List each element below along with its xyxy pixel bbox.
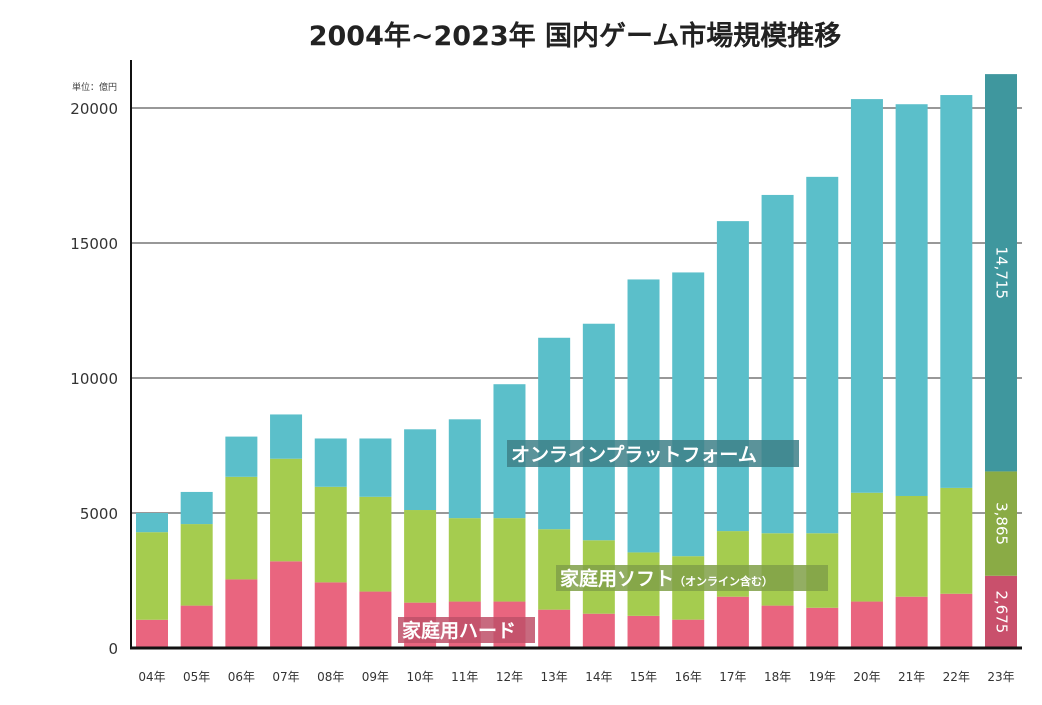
bar-segment-online xyxy=(627,279,660,553)
bar-segment-online xyxy=(270,414,303,459)
bar-segment-soft xyxy=(270,458,303,562)
y-tick-label: 0 xyxy=(108,640,118,658)
bar-segment-soft xyxy=(448,518,481,602)
x-tick-label: 21年 xyxy=(898,670,925,684)
x-tick-label: 16年 xyxy=(675,670,702,684)
bar-segment-online xyxy=(404,429,437,511)
bar-segment-online xyxy=(895,104,928,496)
bar-segment-online xyxy=(582,323,615,541)
data-label-online: 14,715 xyxy=(993,247,1011,300)
series-label-note: （オンライン含む） xyxy=(674,574,773,588)
x-tick-label: 13年 xyxy=(541,670,568,684)
bar-segment-soft xyxy=(225,476,258,580)
bar-segment-soft xyxy=(180,524,213,606)
series-label-box xyxy=(507,440,799,467)
x-tick-label: 12年 xyxy=(496,670,523,684)
bar-segment-soft xyxy=(493,518,526,602)
x-tick-label: 20年 xyxy=(853,670,880,684)
bar-segment-soft xyxy=(895,495,928,597)
x-tick-label: 19年 xyxy=(809,670,836,684)
unit-label: 単位：億円 xyxy=(72,81,117,93)
bar-segment-online xyxy=(761,194,794,534)
series-label: オンラインプラットフォーム xyxy=(511,443,757,466)
bar-segment-hard xyxy=(761,605,794,648)
x-tick-label: 18年 xyxy=(764,670,791,684)
x-tick-label: 06年 xyxy=(228,670,255,684)
x-tick-label: 10年 xyxy=(406,670,433,684)
bar-segment-soft xyxy=(136,532,168,620)
x-tick-label: 04年 xyxy=(138,670,165,684)
x-tick-label: 23年 xyxy=(987,670,1014,684)
bar-segment-hard xyxy=(225,579,258,648)
bar-segment-hard xyxy=(582,613,615,648)
bar-segment-hard xyxy=(270,561,303,648)
series-label: 家庭用ハード xyxy=(402,619,516,642)
bar-segment-online xyxy=(136,513,168,533)
bar-segment-soft xyxy=(940,487,973,594)
bar-segment-hard xyxy=(314,582,347,648)
bar-segment-online xyxy=(448,419,481,519)
bar-segment-soft xyxy=(359,496,392,592)
x-tick-label: 09年 xyxy=(362,670,389,684)
bar-segment-online xyxy=(716,221,749,532)
bar-segment-hard xyxy=(850,601,883,648)
bar-segment-online xyxy=(806,176,839,534)
series-label-box xyxy=(398,617,535,643)
bar-segment-hard xyxy=(895,596,928,648)
x-tick-label: 07年 xyxy=(272,670,299,684)
bar-segment-online xyxy=(672,272,705,557)
series-label-box xyxy=(556,565,828,591)
x-tick-label: 08年 xyxy=(317,670,344,684)
bar-segment-soft xyxy=(985,471,1017,576)
bar-segment-hard xyxy=(180,605,213,648)
bar-segment-online xyxy=(538,337,571,530)
bar-segment-hard xyxy=(672,619,705,648)
bar-segment-soft xyxy=(404,510,437,603)
bar-segment-soft xyxy=(314,486,347,583)
x-tick-label: 11年 xyxy=(451,670,478,684)
bar-segment-online xyxy=(359,438,392,497)
bar-segment-hard xyxy=(716,596,749,648)
chart-title: 2004年~2023年 国内ゲーム市場規模推移 xyxy=(309,20,842,52)
x-tick-label: 14年 xyxy=(585,670,612,684)
y-tick-label: 10000 xyxy=(70,370,118,388)
x-tick-label: 05年 xyxy=(183,670,210,684)
y-tick-label: 20000 xyxy=(70,100,118,118)
data-label-soft: 3,865 xyxy=(993,502,1011,545)
bar-segment-hard xyxy=(538,609,571,648)
x-tick-label: 15年 xyxy=(630,670,657,684)
bar-segment-hard xyxy=(940,593,973,648)
bar-segment-soft xyxy=(850,492,883,602)
bar-segment-online xyxy=(985,74,1017,472)
bar-segment-online xyxy=(180,491,213,525)
x-tick-label: 17年 xyxy=(719,670,746,684)
bar-segment-online xyxy=(850,99,883,493)
x-tick-label: 22年 xyxy=(943,670,970,684)
bar-segment-hard xyxy=(136,619,168,648)
bar-segment-online xyxy=(314,438,347,487)
bar-segment-hard xyxy=(985,575,1017,648)
bar-segment-hard xyxy=(806,607,839,648)
bar-segment-hard xyxy=(627,615,660,648)
bar-segment-hard xyxy=(359,591,392,648)
bar-segment-online xyxy=(225,436,258,477)
y-tick-label: 5000 xyxy=(80,505,118,523)
bar-segment-online xyxy=(940,95,973,488)
data-label-hard: 2,675 xyxy=(993,590,1011,633)
y-tick-label: 15000 xyxy=(70,235,118,253)
